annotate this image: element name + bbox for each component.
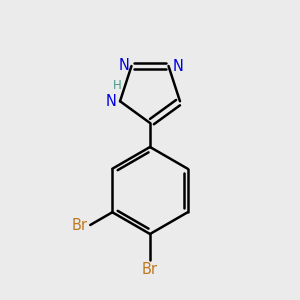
Text: Br: Br [72,218,88,232]
Text: N: N [172,58,183,74]
Text: H: H [113,79,122,92]
Text: Br: Br [142,262,158,277]
Text: N: N [105,94,116,109]
Text: N: N [118,58,129,73]
